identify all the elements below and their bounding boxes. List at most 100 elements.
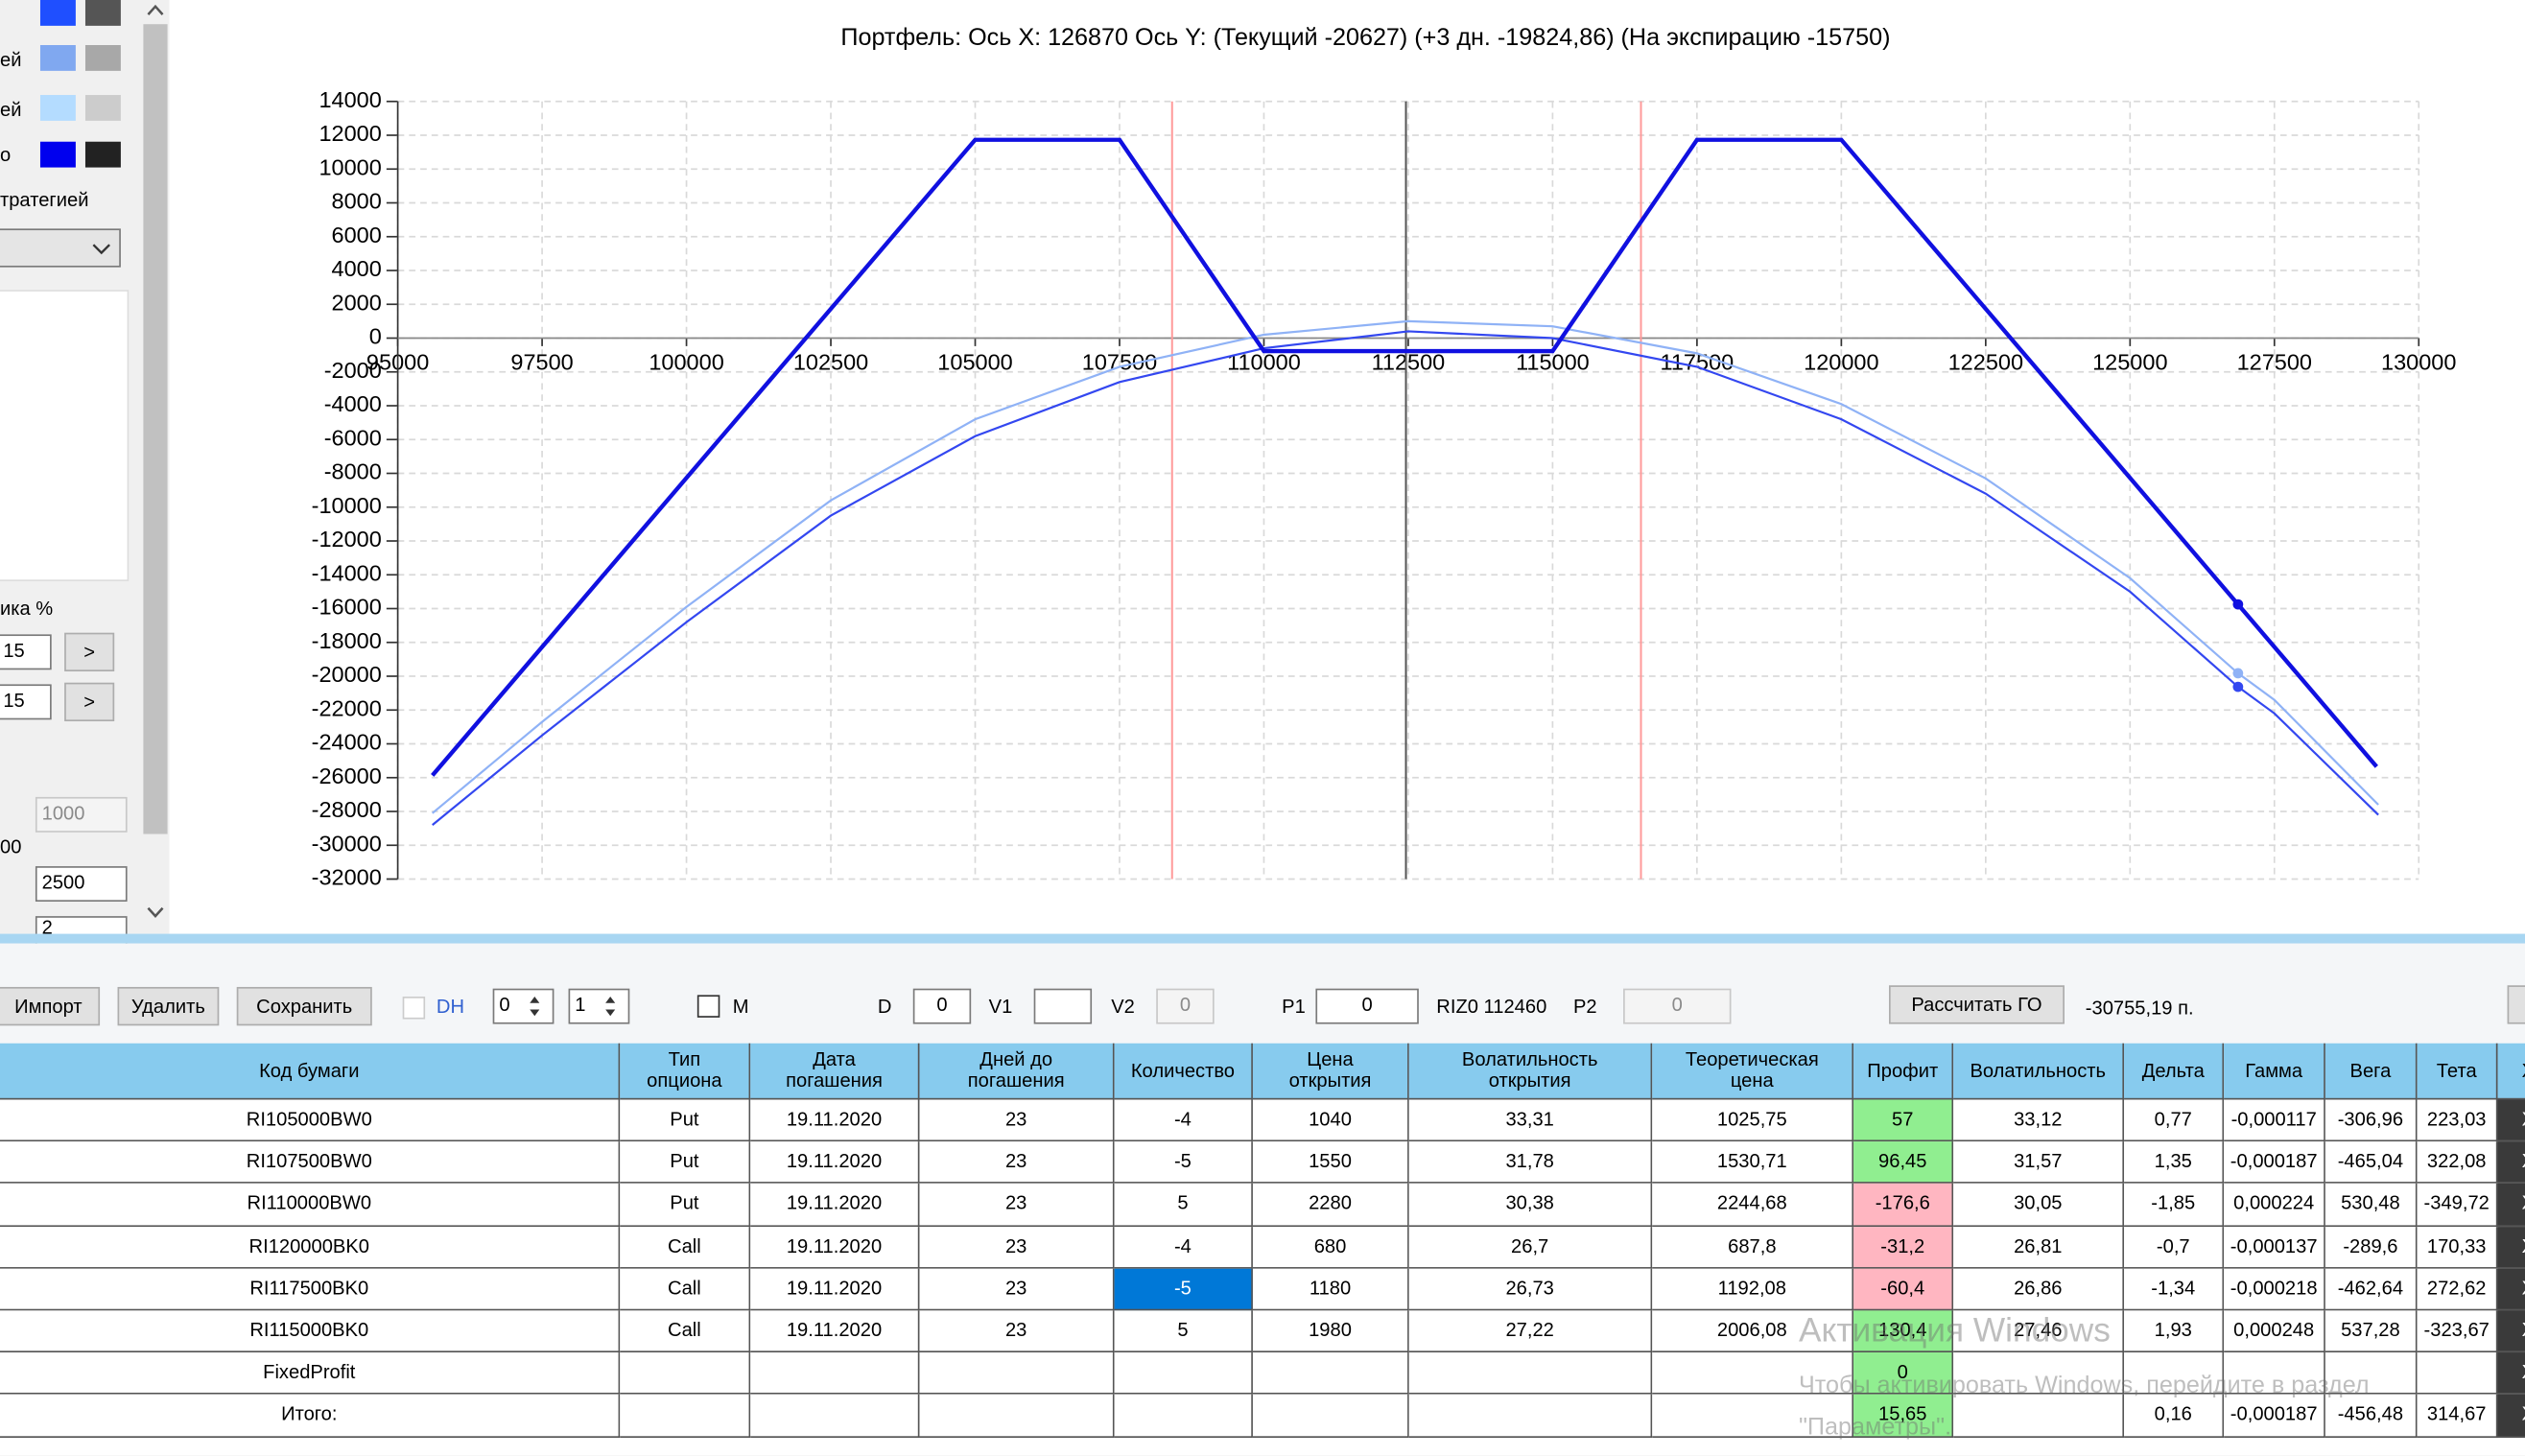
table-cell: 26,7 bbox=[1408, 1226, 1653, 1269]
y-tick-label: 12000 bbox=[319, 121, 381, 146]
delete-button[interactable]: X bbox=[2497, 1395, 2525, 1438]
delete-button[interactable]: X bbox=[2497, 1099, 2525, 1142]
table-cell: -0,000137 bbox=[2224, 1226, 2325, 1269]
color-swatch[interactable] bbox=[84, 141, 121, 168]
table-cell: -1,85 bbox=[2124, 1184, 2225, 1227]
table-cell: RI105000BW0 bbox=[0, 1099, 621, 1142]
table-cell bbox=[1114, 1395, 1253, 1438]
label: ей bbox=[0, 48, 22, 71]
scrollbar[interactable] bbox=[141, 0, 170, 931]
table-cell: 19.11.2020 bbox=[750, 1310, 920, 1353]
button[interactable]: > bbox=[64, 632, 115, 671]
column-header: Гамма bbox=[2224, 1043, 2325, 1100]
x-tick-label: 107500 bbox=[1082, 350, 1157, 375]
x-tick-label: 127500 bbox=[2237, 350, 2312, 375]
button[interactable]: Импорт bbox=[0, 986, 101, 1026]
watermark-text: Чтобы активировать Windows, перейдите в … bbox=[1798, 1372, 2370, 1442]
table-cell: 27,46 bbox=[1953, 1310, 2125, 1353]
toolbar: Импорт Удалить Сохранить DH 0 1 M D 0 V1… bbox=[0, 943, 2525, 1044]
table-cell: Call bbox=[620, 1268, 751, 1311]
table-cell: -456,48 bbox=[2324, 1395, 2418, 1438]
y-tick-label: -16000 bbox=[312, 595, 382, 620]
table-cell: 2006,08 bbox=[1652, 1310, 1854, 1353]
checkbox[interactable] bbox=[402, 997, 426, 1020]
label: 00 bbox=[0, 835, 22, 858]
table-cell: 30,38 bbox=[1408, 1184, 1653, 1227]
table-cell bbox=[1252, 1395, 1409, 1438]
y-tick-label: 10000 bbox=[319, 154, 381, 179]
scroll-up[interactable] bbox=[147, 3, 164, 15]
scroll-thumb[interactable] bbox=[143, 24, 168, 834]
table-cell: -0,000218 bbox=[2224, 1268, 2325, 1311]
button[interactable] bbox=[2507, 985, 2525, 1024]
table-cell: -176,6 bbox=[1853, 1184, 1954, 1227]
table-cell bbox=[2324, 1352, 2418, 1396]
color-swatch[interactable] bbox=[84, 45, 121, 71]
text-input[interactable] bbox=[1033, 988, 1093, 1024]
text-input[interactable]: 0 bbox=[912, 988, 972, 1024]
text-input[interactable]: 15 bbox=[0, 634, 52, 670]
x-tick-label: 102500 bbox=[793, 350, 868, 375]
table-cell: 19.11.2020 bbox=[750, 1268, 920, 1311]
column-header: Код бумаги bbox=[0, 1043, 621, 1100]
y-tick-label: -8000 bbox=[324, 459, 382, 484]
chart-title: Портфель: Ось X: 126870 Ось Y: (Текущий … bbox=[840, 24, 1890, 51]
spin-input[interactable]: 0 bbox=[492, 988, 555, 1024]
spin-input[interactable]: 1 bbox=[568, 988, 630, 1024]
list-box[interactable] bbox=[0, 290, 130, 581]
watermark-title: Активация Windows bbox=[1798, 1312, 2111, 1350]
table-cell: 15,65 bbox=[1853, 1395, 1954, 1438]
table-cell bbox=[1652, 1395, 1854, 1438]
table-cell: 537,28 bbox=[2324, 1310, 2418, 1353]
y-tick-label: 8000 bbox=[332, 189, 382, 214]
button[interactable]: Рассчитать ГО bbox=[1888, 985, 2065, 1024]
delete-button[interactable]: X bbox=[2497, 1310, 2525, 1353]
table-cell bbox=[1953, 1395, 2125, 1438]
cursor-point bbox=[2232, 599, 2244, 610]
table-cell: 680 bbox=[1252, 1226, 1409, 1269]
y-tick-label: -26000 bbox=[312, 763, 382, 788]
dropdown[interactable] bbox=[0, 228, 121, 268]
color-swatch[interactable] bbox=[84, 95, 121, 121]
table-cell bbox=[1953, 1352, 2125, 1396]
button[interactable]: Сохранить bbox=[236, 986, 372, 1026]
color-swatch[interactable] bbox=[39, 45, 76, 71]
checkbox[interactable] bbox=[696, 995, 720, 1018]
delete-button[interactable]: X bbox=[2497, 1352, 2525, 1396]
table-cell: 33,12 bbox=[1953, 1099, 2125, 1142]
x-tick-label: 115000 bbox=[1516, 350, 1590, 375]
table-cell: 19.11.2020 bbox=[750, 1099, 920, 1142]
table-cell: -306,96 bbox=[2324, 1099, 2418, 1142]
delete-button[interactable]: X bbox=[2497, 1141, 2525, 1185]
delete-button[interactable]: X bbox=[2497, 1268, 2525, 1311]
y-tick-label: -20000 bbox=[312, 662, 382, 687]
text-input[interactable]: 2500 bbox=[35, 866, 128, 903]
table-cell: RI117500BK0 bbox=[0, 1268, 621, 1311]
color-swatch[interactable] bbox=[39, 95, 76, 121]
color-swatch[interactable] bbox=[84, 0, 121, 26]
button[interactable]: > bbox=[64, 682, 115, 722]
scroll-down[interactable] bbox=[147, 906, 164, 919]
table-cell: 33,31 bbox=[1408, 1099, 1653, 1142]
table-cell: -349,72 bbox=[2417, 1184, 2498, 1227]
y-tick-label: -28000 bbox=[312, 797, 382, 822]
table-cell: -31,2 bbox=[1853, 1226, 1954, 1269]
splitter[interactable] bbox=[0, 933, 2525, 944]
spin-arrows[interactable] bbox=[527, 992, 624, 1021]
button[interactable]: Удалить bbox=[117, 986, 220, 1026]
text-input[interactable]: 0 bbox=[1315, 988, 1419, 1024]
table-cell: RI110000BW0 bbox=[0, 1184, 621, 1227]
table-cell: 31,57 bbox=[1953, 1141, 2125, 1185]
delete-button[interactable]: X bbox=[2497, 1226, 2525, 1269]
table-cell: -1,34 bbox=[2124, 1268, 2225, 1311]
column-header: Волатильность открытия bbox=[1408, 1043, 1653, 1100]
table-cell: Call bbox=[620, 1226, 751, 1269]
color-swatch[interactable] bbox=[39, 141, 76, 168]
left-panel: ей ей о тратегией ика % 15 > 15 > 1000 0… bbox=[0, 0, 170, 952]
delete-button[interactable]: X bbox=[2497, 1184, 2525, 1227]
text-input[interactable]: 15 bbox=[0, 684, 52, 720]
column-header: Вега bbox=[2324, 1043, 2418, 1100]
y-tick-label: -2000 bbox=[324, 358, 382, 383]
table-cell: -323,67 bbox=[2417, 1310, 2498, 1353]
color-swatch[interactable] bbox=[39, 0, 76, 26]
